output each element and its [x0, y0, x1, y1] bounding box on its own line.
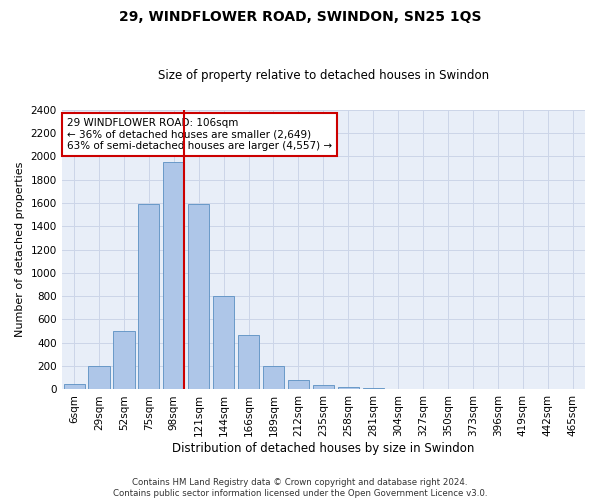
X-axis label: Distribution of detached houses by size in Swindon: Distribution of detached houses by size …: [172, 442, 475, 455]
Bar: [388, 389, 409, 390]
Text: 29 WINDFLOWER ROAD: 106sqm
← 36% of detached houses are smaller (2,649)
63% of s: 29 WINDFLOWER ROAD: 106sqm ← 36% of deta…: [67, 118, 332, 151]
Y-axis label: Number of detached properties: Number of detached properties: [15, 162, 25, 337]
Bar: [88, 366, 110, 390]
Bar: [338, 386, 359, 390]
Title: Size of property relative to detached houses in Swindon: Size of property relative to detached ho…: [158, 69, 489, 82]
Bar: [313, 386, 334, 390]
Bar: [238, 334, 259, 390]
Text: 29, WINDFLOWER ROAD, SWINDON, SN25 1QS: 29, WINDFLOWER ROAD, SWINDON, SN25 1QS: [119, 10, 481, 24]
Bar: [263, 366, 284, 390]
Bar: [362, 388, 384, 390]
Bar: [138, 204, 160, 390]
Bar: [113, 331, 134, 390]
Bar: [64, 384, 85, 390]
Bar: [288, 380, 309, 390]
Bar: [188, 204, 209, 390]
Bar: [163, 162, 184, 390]
Text: Contains HM Land Registry data © Crown copyright and database right 2024.
Contai: Contains HM Land Registry data © Crown c…: [113, 478, 487, 498]
Bar: [213, 296, 234, 390]
